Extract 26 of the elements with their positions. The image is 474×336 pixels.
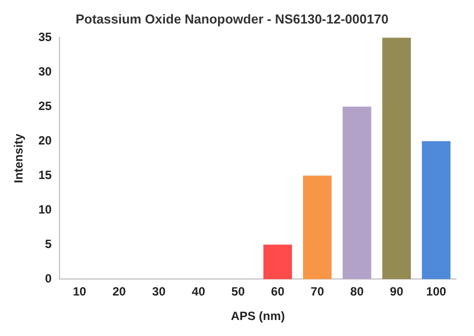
x-tick-label: 80 <box>350 284 364 299</box>
y-tick-label: 5 <box>45 237 52 251</box>
x-axis-title: APS (nm) <box>230 309 285 324</box>
x-tick-label: 40 <box>192 284 206 299</box>
y-axis-title: Intensity <box>12 133 26 184</box>
x-tick-label: 50 <box>231 284 246 299</box>
x-tick-label: 60 <box>271 284 285 299</box>
bar <box>302 176 332 280</box>
x-tick-label: 90 <box>390 284 404 299</box>
y-tick-label: 30 <box>38 64 52 78</box>
chart-title: Potassium Oxide Nanopowder - NS6130-12-000170 <box>76 11 388 26</box>
y-tick-label: 25 <box>38 98 52 113</box>
x-tick-label: 20 <box>112 284 126 299</box>
x-tick-label: 10 <box>72 284 87 299</box>
x-tick-label: 30 <box>152 284 166 299</box>
y-tick-label: 35 <box>38 30 52 44</box>
x-tick-label: 100 <box>426 284 447 299</box>
bar <box>382 38 411 280</box>
y-tick-label: 0 <box>45 272 52 286</box>
bar <box>342 106 372 280</box>
y-tick-label: 10 <box>38 202 52 216</box>
bar <box>422 141 450 280</box>
x-tick-label: 70 <box>310 284 324 299</box>
bar <box>263 244 292 280</box>
y-tick-label: 20 <box>38 133 52 148</box>
y-tick-label: 15 <box>38 168 52 182</box>
